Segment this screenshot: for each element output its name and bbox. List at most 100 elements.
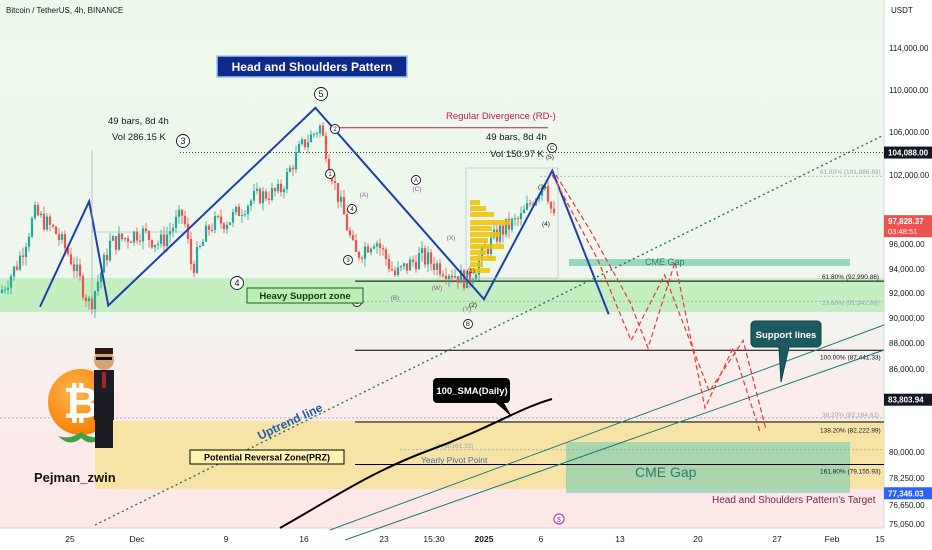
candle-body xyxy=(285,171,289,190)
cme-gap-top-label: CME Gap xyxy=(645,257,685,267)
wave-marker xyxy=(176,134,190,148)
candle-body xyxy=(132,231,136,243)
candle-body xyxy=(384,249,388,260)
wave-sub-label: (W) xyxy=(432,285,442,292)
candle-body xyxy=(21,255,25,258)
left-bars-label: 49 bars, 8d 4h xyxy=(108,116,169,127)
candle-body xyxy=(123,237,127,240)
candle-body xyxy=(381,247,385,250)
fib-levels-layer: 61.80% (101,886.69) 61.80% (92,990.86) 23.… xyxy=(0,127,884,476)
candle-body xyxy=(288,167,292,172)
candle-body xyxy=(504,218,508,235)
candle-body xyxy=(12,266,16,277)
candle-body xyxy=(297,144,301,153)
x-tick-label: 2025 xyxy=(475,534,494,544)
avatar-tie xyxy=(102,372,106,388)
candle-body xyxy=(87,298,91,302)
candle-body xyxy=(501,225,505,235)
candle-body xyxy=(78,264,82,277)
wave-sub-label: (5) xyxy=(546,154,554,161)
y-tick-label: 92,000.00 xyxy=(889,289,925,298)
candle-body xyxy=(156,243,160,245)
candle-body xyxy=(162,234,166,247)
wave-marker-label: 3 xyxy=(346,258,350,264)
candle-body xyxy=(525,203,529,210)
candle-body xyxy=(180,209,184,216)
candle-body xyxy=(270,188,274,200)
candle-body xyxy=(99,272,103,282)
candle-body xyxy=(348,230,352,236)
pivot-label: Yearly Pivot Point xyxy=(421,455,488,465)
avatar-hair xyxy=(95,348,113,354)
y-tick-label: 110,000.00 xyxy=(889,86,929,95)
x-tick-label: 16 xyxy=(299,534,309,544)
candle-body xyxy=(528,203,532,205)
wave-marker-label: 5 xyxy=(318,89,323,99)
candle-body xyxy=(3,289,7,291)
price-badge xyxy=(884,215,932,238)
candle-body xyxy=(147,230,151,240)
candle-body xyxy=(378,243,382,248)
candle-body xyxy=(126,237,130,242)
author-logo: ₿ Pejman_zwin xyxy=(34,348,116,485)
x-tick-label: 23 xyxy=(379,534,389,544)
support-zone-label-box xyxy=(246,287,364,304)
candle-body xyxy=(42,213,46,230)
wave-marker xyxy=(463,319,473,329)
candle-body xyxy=(429,252,433,264)
prz-label-box xyxy=(189,449,345,465)
price-badge xyxy=(884,393,932,406)
avatar-legs xyxy=(95,420,113,448)
candle-body xyxy=(549,201,553,209)
level-label: P (80161.33) xyxy=(436,443,473,450)
price-badge-label: 97,828.37 xyxy=(888,217,924,226)
support-lines-label: Support lines xyxy=(756,330,817,341)
candle-body xyxy=(117,233,121,250)
y-tick-label: 102,000.00 xyxy=(889,171,930,180)
candle-body xyxy=(189,238,193,264)
candle-body xyxy=(531,204,535,206)
candle-body xyxy=(54,226,58,235)
candle-body xyxy=(69,254,73,265)
candle-body xyxy=(474,274,478,280)
candle-body xyxy=(225,224,229,230)
volume-profile-bar xyxy=(470,244,504,249)
candle-body xyxy=(72,264,76,272)
y-tick-label: 78,250.00 xyxy=(889,474,925,483)
y-tick-label: 88,000.00 xyxy=(889,339,925,348)
avatar-glasses xyxy=(96,357,112,360)
candle-body xyxy=(135,231,139,241)
price-badge xyxy=(884,487,932,500)
candle-body xyxy=(24,246,28,258)
volume-profile-bar xyxy=(470,220,510,225)
candle-body xyxy=(294,152,298,170)
candle-body xyxy=(402,263,406,267)
level-label: 23.60% (91,342.86) xyxy=(822,300,879,307)
price-badge-sub: 03:48:51 xyxy=(888,227,917,236)
candle-body xyxy=(57,234,61,240)
volume-profile-bar xyxy=(470,268,490,273)
x-tick-label: 6 xyxy=(539,534,544,544)
wave-sub-label: (C) xyxy=(412,186,421,193)
wave-marker-label: 2 xyxy=(333,127,337,133)
y-tick-label: 80,000.00 xyxy=(889,448,925,457)
level-label: 61.80% (92,990.86) xyxy=(822,274,879,281)
candle-body xyxy=(171,228,175,232)
volume-profile-bar xyxy=(470,206,486,211)
candle-body xyxy=(246,205,250,215)
candle-body xyxy=(453,276,457,278)
candle-body xyxy=(93,291,97,310)
level-label: 161.80% (79,155.93) xyxy=(820,469,881,476)
candle-body xyxy=(129,241,133,243)
candle-body xyxy=(351,235,355,241)
candle-body xyxy=(234,206,238,213)
wave-marker-label: 1 xyxy=(328,172,332,178)
candle-body xyxy=(264,191,268,199)
y-tick-label: 106,000.00 xyxy=(889,128,930,137)
candle-body xyxy=(18,255,22,270)
price-badge-label: 83,803.94 xyxy=(888,396,924,405)
candle-body xyxy=(63,234,67,249)
author-name: Pejman_zwin xyxy=(34,470,116,485)
candle-body xyxy=(543,186,547,188)
